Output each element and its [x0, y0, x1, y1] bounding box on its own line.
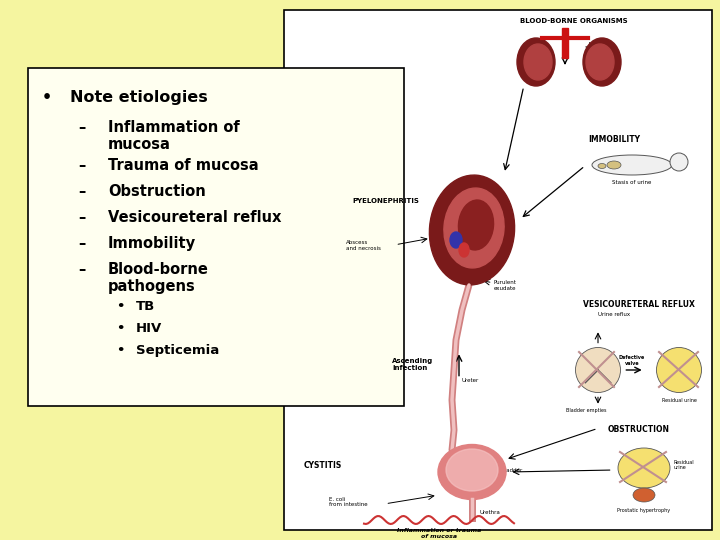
Ellipse shape	[524, 44, 552, 80]
Text: Note etiologies: Note etiologies	[70, 90, 208, 105]
Text: Inflammation of
mucosa: Inflammation of mucosa	[108, 120, 240, 152]
Bar	[562, 28, 568, 58]
Ellipse shape	[586, 44, 614, 80]
Ellipse shape	[444, 188, 504, 268]
Text: Immobility: Immobility	[108, 236, 196, 251]
Text: Residual urine: Residual urine	[662, 398, 696, 403]
Text: E. coli
from intestine: E. coli from intestine	[329, 497, 368, 508]
Text: Bladder: Bladder	[502, 468, 523, 472]
Text: –: –	[78, 158, 85, 173]
Ellipse shape	[438, 444, 506, 500]
Ellipse shape	[657, 348, 701, 393]
Text: Urine reflux: Urine reflux	[598, 312, 630, 317]
Text: Vesicoureteral reflux: Vesicoureteral reflux	[108, 210, 282, 225]
Text: HIV: HIV	[136, 322, 162, 335]
Text: –: –	[78, 236, 85, 251]
Text: TB: TB	[136, 300, 156, 313]
Text: Obstruction: Obstruction	[108, 184, 206, 199]
Text: Defective
valve: Defective valve	[619, 355, 645, 366]
FancyBboxPatch shape	[284, 10, 712, 530]
Text: Ascending
infection: Ascending infection	[392, 359, 433, 372]
Text: Prostatic hypertrophy: Prostatic hypertrophy	[618, 508, 670, 513]
Ellipse shape	[598, 164, 606, 168]
Text: VESICOURETERAL REFLUX: VESICOURETERAL REFLUX	[583, 300, 695, 309]
Ellipse shape	[459, 243, 469, 257]
Ellipse shape	[459, 200, 494, 250]
Text: BLOOD-BORNE ORGANISMS: BLOOD-BORNE ORGANISMS	[520, 18, 628, 24]
Ellipse shape	[607, 161, 621, 169]
Text: –: –	[78, 210, 85, 225]
Text: –: –	[78, 120, 85, 135]
Text: –: –	[78, 184, 85, 199]
Ellipse shape	[618, 448, 670, 488]
Ellipse shape	[633, 488, 655, 502]
Text: IMMOBILITY: IMMOBILITY	[588, 135, 640, 144]
Text: Trauma of mucosa: Trauma of mucosa	[108, 158, 258, 173]
Ellipse shape	[450, 232, 462, 248]
Ellipse shape	[517, 38, 555, 86]
Text: Abscess
and necrosis: Abscess and necrosis	[346, 240, 381, 251]
Text: •: •	[42, 90, 52, 105]
Text: Septicemia: Septicemia	[136, 344, 220, 357]
Ellipse shape	[575, 348, 621, 393]
Ellipse shape	[429, 175, 515, 285]
Text: Blood-borne
pathogens: Blood-borne pathogens	[108, 262, 209, 294]
Text: Stasis of urine: Stasis of urine	[612, 180, 652, 185]
Text: •: •	[116, 344, 125, 357]
Ellipse shape	[592, 155, 672, 175]
Text: Inflammation or trauma
of mucosa: Inflammation or trauma of mucosa	[397, 528, 481, 539]
Text: Urethra: Urethra	[480, 510, 501, 515]
Text: •: •	[116, 300, 125, 313]
Text: PYELONEPHRITIS: PYELONEPHRITIS	[352, 198, 419, 204]
Circle shape	[670, 153, 688, 171]
Text: Bladder empties: Bladder empties	[566, 408, 606, 413]
Text: OBSTRUCTION: OBSTRUCTION	[608, 425, 670, 434]
Text: Residual
urine: Residual urine	[674, 460, 695, 470]
Text: Ureter: Ureter	[462, 377, 480, 382]
FancyBboxPatch shape	[28, 68, 404, 406]
Text: Purulent
exudate: Purulent exudate	[494, 280, 517, 291]
Ellipse shape	[446, 449, 498, 491]
Text: CYSTITIS: CYSTITIS	[304, 461, 342, 469]
Ellipse shape	[583, 38, 621, 86]
Text: •: •	[116, 322, 125, 335]
Text: –: –	[78, 262, 85, 277]
